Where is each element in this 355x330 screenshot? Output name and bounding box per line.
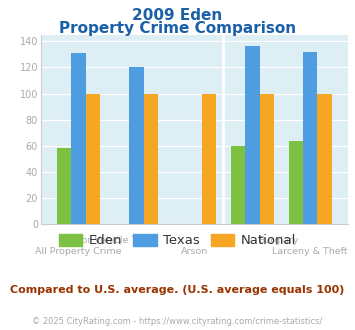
Bar [303, 52, 317, 224]
Text: © 2025 CityRating.com - https://www.cityrating.com/crime-statistics/: © 2025 CityRating.com - https://www.city… [32, 317, 323, 326]
Text: Property Crime Comparison: Property Crime Comparison [59, 21, 296, 36]
Bar [144, 93, 158, 224]
Text: All Property Crime: All Property Crime [35, 247, 122, 256]
Bar [231, 146, 245, 224]
Bar [245, 47, 260, 224]
Text: Larceny & Theft: Larceny & Theft [272, 247, 348, 256]
Bar [317, 93, 332, 224]
Text: Motor Vehicle Theft: Motor Vehicle Theft [64, 236, 156, 245]
Legend: Eden, Texas, National: Eden, Texas, National [53, 228, 302, 252]
Bar [260, 93, 274, 224]
Text: Compared to U.S. average. (U.S. average equals 100): Compared to U.S. average. (U.S. average … [10, 285, 345, 295]
Bar [57, 148, 71, 224]
Bar [289, 141, 303, 224]
Bar [202, 93, 216, 224]
Text: Burglary: Burglary [258, 236, 299, 245]
Bar [71, 53, 86, 224]
Bar [86, 93, 100, 224]
Bar [129, 67, 144, 224]
Text: 2009 Eden: 2009 Eden [132, 8, 223, 23]
Text: Arson: Arson [181, 247, 208, 256]
